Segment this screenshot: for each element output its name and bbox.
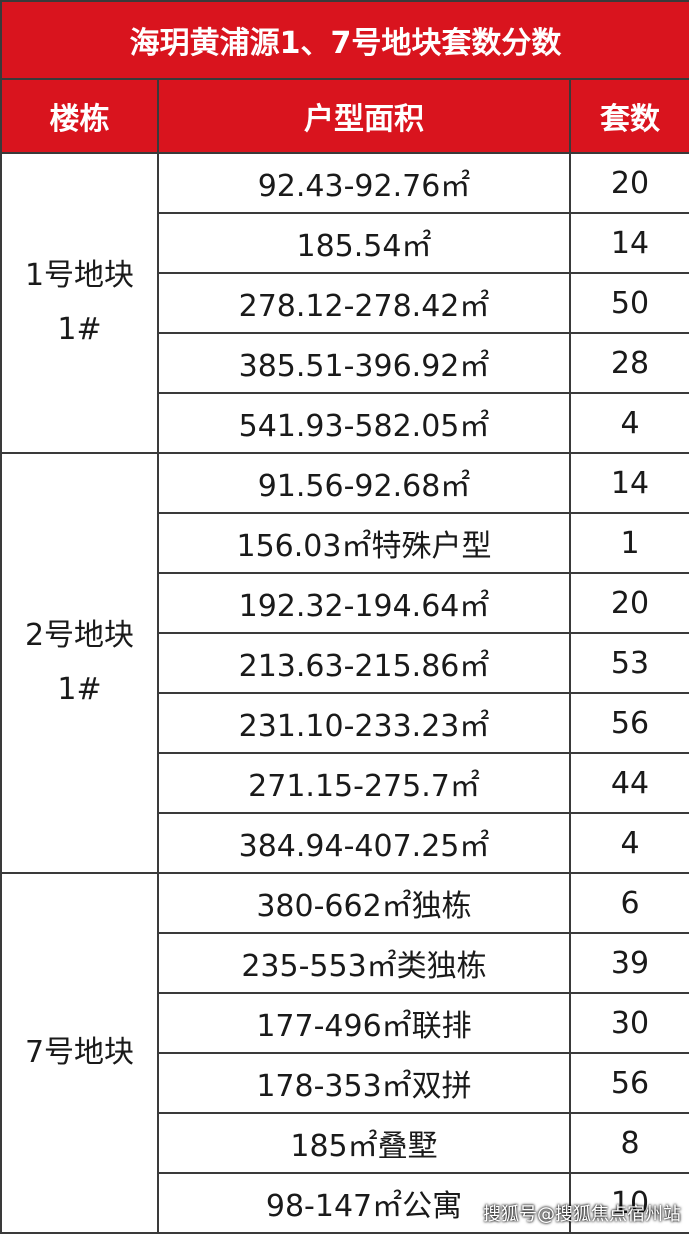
area-cell: 185.54㎡ bbox=[157, 212, 571, 274]
table-row: 2号地块 1# 91.56-92.68㎡ 14 bbox=[0, 452, 689, 874]
header-row: 楼栋 户型面积 套数 bbox=[0, 78, 689, 154]
area-cell: 98-147㎡公寓 bbox=[157, 1172, 571, 1234]
table-row: 278.12-278.42㎡ 50 bbox=[1, 272, 689, 334]
table-row: 7号地块 380-662㎡独栋 6 bbox=[0, 872, 689, 1234]
count-cell: 30 bbox=[568, 992, 689, 1054]
group-label-line: 2号地块 bbox=[24, 618, 135, 653]
count-cell: 39 bbox=[568, 932, 689, 994]
table-row: 271.15-275.7㎡ 44 bbox=[1, 752, 689, 814]
count-cell: 53 bbox=[568, 632, 689, 694]
count-cell: 56 bbox=[568, 692, 689, 754]
count-cell: 6 bbox=[568, 872, 689, 934]
area-cell: 92.43-92.76㎡ bbox=[157, 152, 571, 214]
count-cell: 4 bbox=[568, 392, 689, 454]
area-cell: 384.94-407.25㎡ bbox=[157, 812, 571, 874]
group-label-line: 7号地块 bbox=[24, 1035, 135, 1070]
count-cell: 4 bbox=[568, 812, 689, 874]
table-row: 192.32-194.64㎡ 20 bbox=[1, 572, 689, 634]
area-cell: 271.15-275.7㎡ bbox=[157, 752, 571, 814]
count-cell: 50 bbox=[568, 272, 689, 334]
group-label: 1号地块 1# bbox=[0, 152, 159, 454]
table-row: 231.10-233.23㎡ 56 bbox=[1, 692, 689, 754]
area-cell: 278.12-278.42㎡ bbox=[157, 272, 571, 334]
area-cell: 231.10-233.23㎡ bbox=[157, 692, 571, 754]
group-label-line: 1# bbox=[57, 312, 102, 347]
area-cell: 178-353㎡双拼 bbox=[157, 1052, 571, 1114]
count-cell: 56 bbox=[568, 1052, 689, 1114]
table-row: 235-553㎡类独栋 39 bbox=[1, 932, 689, 994]
group-label: 7号地块 bbox=[0, 872, 159, 1234]
count-cell: 20 bbox=[568, 572, 689, 634]
count-cell: 14 bbox=[568, 212, 689, 274]
area-cell: 380-662㎡独栋 bbox=[157, 872, 571, 934]
column-header: 楼栋 bbox=[0, 78, 159, 154]
count-cell: 1 bbox=[568, 512, 689, 574]
table-row: 385.51-396.92㎡ 28 bbox=[1, 332, 689, 394]
area-cell: 177-496㎡联排 bbox=[157, 992, 571, 1054]
group-label-line: 1# bbox=[57, 672, 102, 707]
table-row: 541.93-582.05㎡ 4 bbox=[1, 392, 689, 454]
column-header: 户型面积 bbox=[157, 78, 571, 154]
table-row: 185㎡叠墅 8 bbox=[1, 1112, 689, 1174]
table-row: 384.94-407.25㎡ 4 bbox=[1, 812, 689, 874]
area-cell: 235-553㎡类独栋 bbox=[157, 932, 571, 994]
table-row: 98-147㎡公寓 10 bbox=[1, 1172, 689, 1234]
count-cell: 44 bbox=[568, 752, 689, 814]
area-cell: 213.63-215.86㎡ bbox=[157, 632, 571, 694]
column-header: 套数 bbox=[568, 78, 689, 154]
table-row: 177-496㎡联排 30 bbox=[1, 992, 689, 1054]
area-cell: 385.51-396.92㎡ bbox=[157, 332, 571, 394]
table-row: 213.63-215.86㎡ 53 bbox=[1, 632, 689, 694]
table-row: 1号地块 1# 92.43-92.76㎡ 20 bbox=[0, 152, 689, 454]
table-row: 178-353㎡双拼 56 bbox=[1, 1052, 689, 1114]
watermark: 搜狐号@搜狐焦点宿州站 bbox=[483, 1204, 681, 1225]
count-cell: 20 bbox=[568, 152, 689, 214]
table-row: 185.54㎡ 14 bbox=[1, 212, 689, 274]
group-label: 2号地块 1# bbox=[0, 452, 159, 874]
count-cell: 14 bbox=[568, 452, 689, 514]
area-cell: 192.32-194.64㎡ bbox=[157, 572, 571, 634]
group-label-line: 1号地块 bbox=[24, 258, 135, 293]
area-cell: 185㎡叠墅 bbox=[157, 1112, 571, 1174]
area-cell: 541.93-582.05㎡ bbox=[157, 392, 571, 454]
area-cell: 91.56-92.68㎡ bbox=[157, 452, 571, 514]
table-title: 海玥黄浦源1、7号地块套数分数 bbox=[0, 0, 689, 80]
title-row: 海玥黄浦源1、7号地块套数分数 bbox=[0, 0, 689, 80]
area-cell: 156.03㎡特殊户型 bbox=[157, 512, 571, 574]
count-cell: 28 bbox=[568, 332, 689, 394]
count-cell: 8 bbox=[568, 1112, 689, 1174]
table-row: 156.03㎡特殊户型 1 bbox=[1, 512, 689, 574]
count-cell: 10 bbox=[568, 1172, 689, 1234]
